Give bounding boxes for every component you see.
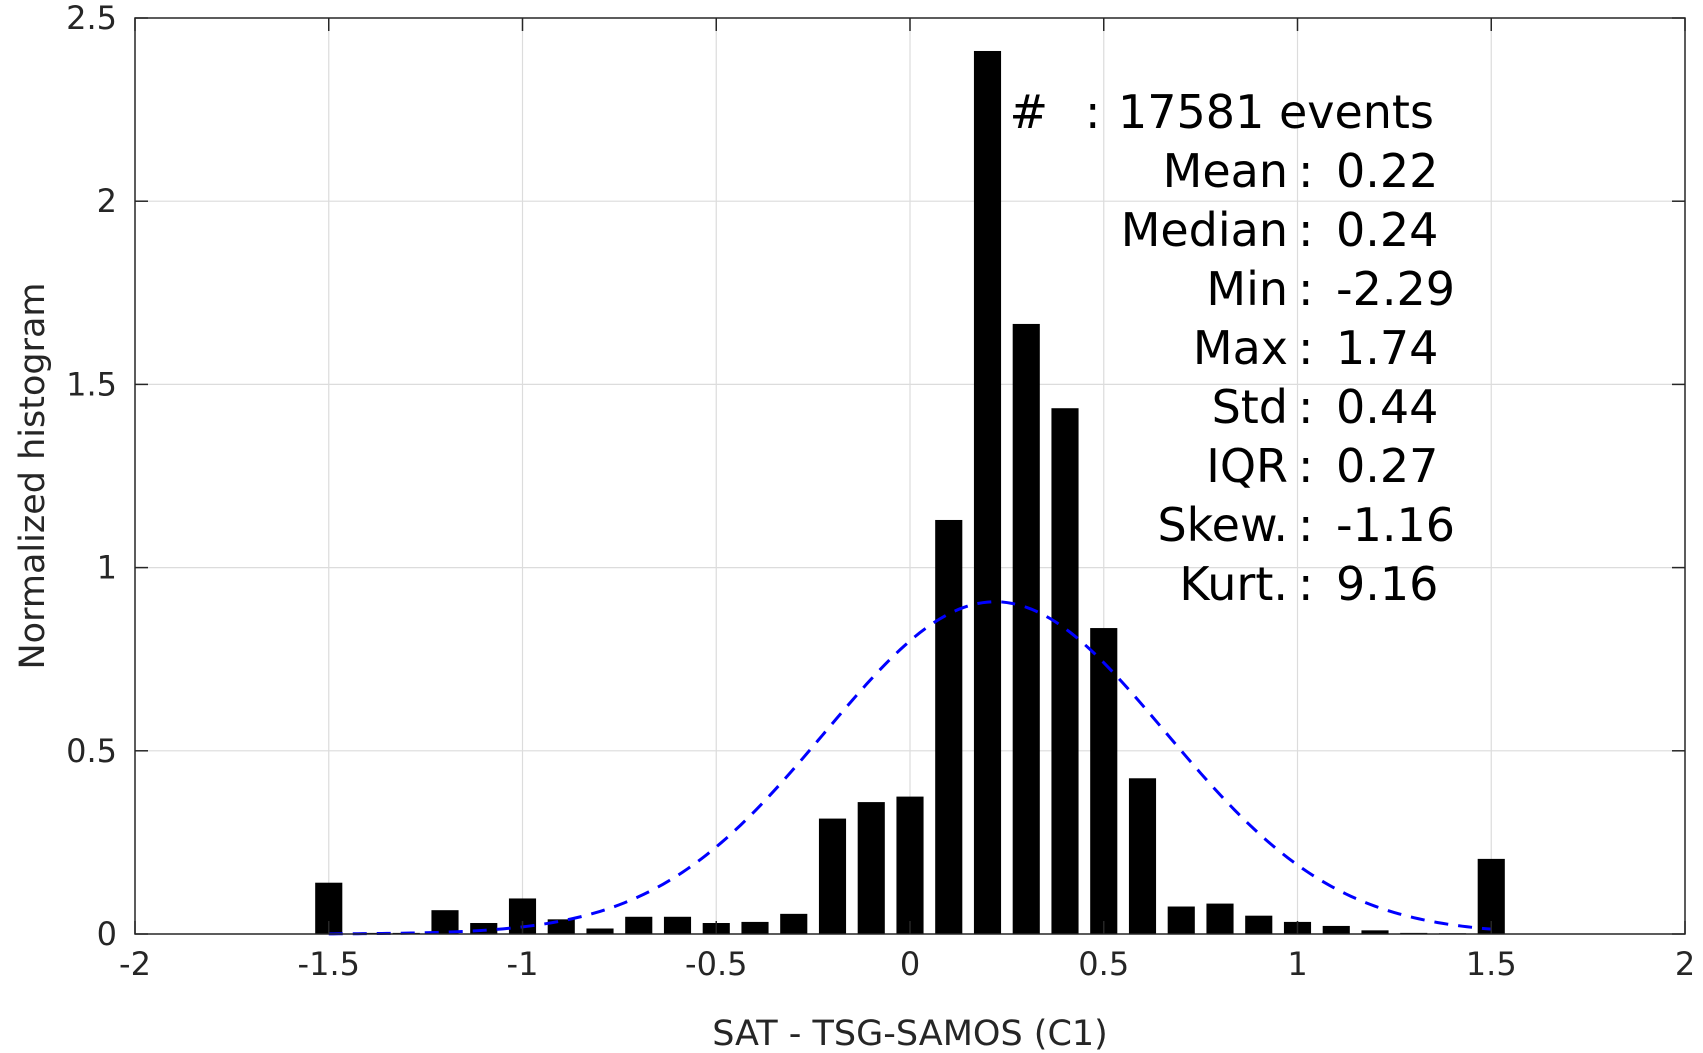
histogram-bar [470,923,498,934]
x-tick-label: 2 [1675,945,1695,983]
stat-label: Kurt. [1179,557,1288,611]
stat-label: Mean [1163,144,1288,198]
histogram-bar [586,928,614,934]
stat-row: Skew.: -1.16 [1157,498,1455,552]
stat-label: # [1009,85,1048,139]
stat-separator: : [1298,439,1314,493]
stat-separator: : [1298,380,1314,434]
stat-row: Max:1.74 [1193,321,1439,375]
x-tick-labels: -2 -1.5 -1 -0.5 0 0.5 1 1.5 2 [119,945,1695,983]
histogram-bar [1245,915,1273,934]
stat-row: Median:0.24 [1121,203,1439,257]
histogram-bar [741,921,769,934]
grid-lines [135,18,1685,934]
x-tick-label: -1.5 [298,945,360,983]
stat-label: Max [1193,321,1288,375]
stat-value: -2.29 [1336,262,1455,316]
histogram-bar [896,796,924,934]
x-tick-label: -0.5 [685,945,747,983]
stat-value: 1.74 [1336,321,1438,375]
stat-value: 9.16 [1336,557,1438,611]
stat-value: 0.24 [1336,203,1438,257]
histogram-bar [973,50,1002,934]
histogram-bar [1361,930,1389,934]
stat-row: Std:0.44 [1212,380,1439,434]
y-tick-label: 1.5 [66,365,117,403]
stat-label: Median [1121,203,1288,257]
histogram-bar [663,916,692,934]
stat-label: Std [1212,380,1288,434]
histogram-bar [1167,906,1195,934]
stat-separator: : [1298,144,1314,198]
histogram-bars [315,50,1505,935]
histogram-bar [935,519,963,934]
x-tick-label: 0 [900,945,920,983]
y-axis-label: Normalized histogram [13,282,53,669]
histogram-bar [780,913,808,934]
stat-separator: : [1298,203,1314,257]
histogram-bar [1206,903,1234,934]
x-axis-label: SAT - TSG-SAMOS (C1) [712,1014,1108,1053]
stat-row: IQR:0.27 [1206,439,1438,493]
x-tick-label: 1 [1287,945,1307,983]
histogram-bar [1090,628,1118,934]
histogram-bar [1051,408,1079,934]
stat-label: Min [1206,262,1288,316]
x-tick-label: -1 [507,945,539,983]
histogram-bar [431,910,459,934]
y-tick-label: 2.5 [66,0,117,37]
stat-value: 0.22 [1336,144,1438,198]
stat-value: -1.16 [1336,498,1455,552]
histogram-bar [1322,925,1350,934]
y-tick-label: 2 [97,182,117,220]
stat-value: 17581 events [1118,85,1434,139]
stat-row: Kurt.:9.16 [1179,557,1438,611]
stat-label: IQR [1206,439,1288,493]
stat-separator: : [1298,321,1314,375]
stat-row: Mean:0.22 [1163,144,1439,198]
axis-ticks [134,17,1686,935]
histogram-bar [857,802,885,934]
y-tick-label: 0.5 [66,732,117,770]
histogram-bar [1128,778,1157,934]
stat-label: Skew. [1157,498,1288,552]
histogram-bar [625,916,653,934]
stat-value: 0.27 [1336,439,1438,493]
y-tick-label: 0 [97,915,117,953]
stat-separator: : [1298,262,1314,316]
y-tick-labels: 0 0.5 1 1.5 2 2.5 [66,0,117,953]
x-tick-label: -2 [119,945,151,983]
stat-separator: : [1298,498,1314,552]
histogram-bar [818,818,847,934]
x-tick-label: 1.5 [1466,945,1517,983]
y-tick-label: 1 [97,549,117,587]
stat-row: #:17581 events [1009,85,1433,139]
stat-row: Min: -2.29 [1206,262,1455,316]
histogram-bar [1012,323,1040,935]
stat-separator: : [1085,85,1101,139]
x-tick-label: 0.5 [1078,945,1129,983]
stat-value: 0.44 [1336,380,1438,434]
stat-separator: : [1298,557,1314,611]
